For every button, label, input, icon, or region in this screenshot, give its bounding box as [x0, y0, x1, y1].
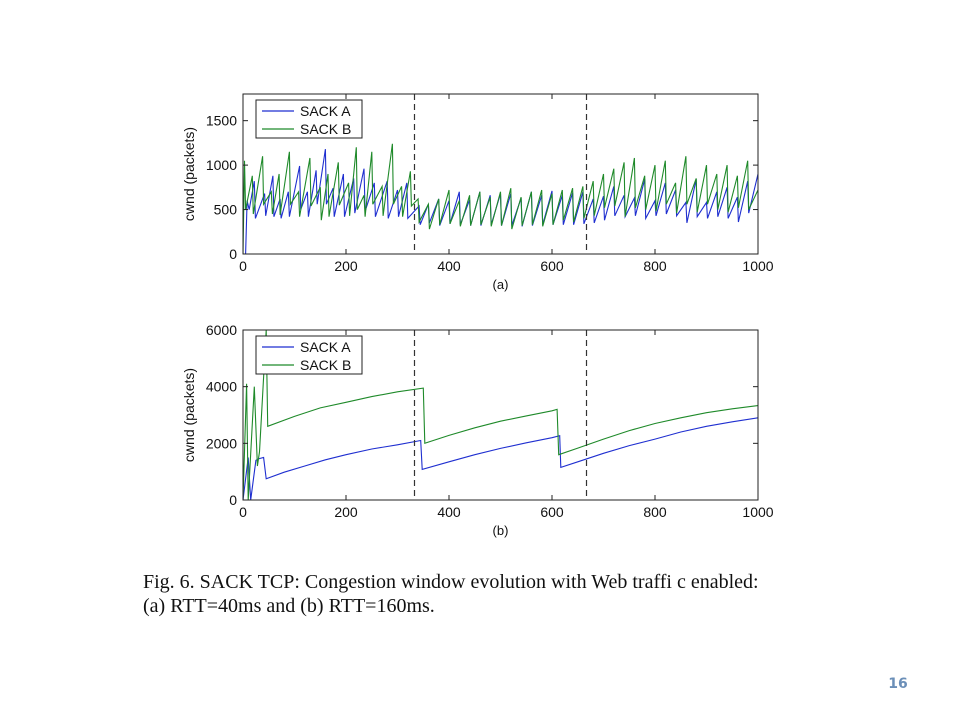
chart-b-series-sack-b — [243, 330, 758, 500]
chart-a-ytick-label-1500: 1500 — [206, 113, 237, 129]
chart-b-plot-frame — [242, 329, 759, 501]
chart-a-panel-label: (a) — [493, 277, 509, 292]
caption-line-2: (a) RTT=40ms and (b) RTT=160ms. — [143, 595, 435, 617]
chart-b-ytick-label-4000: 4000 — [206, 379, 237, 395]
chart-a-xtick-label-800: 800 — [643, 258, 667, 274]
chart-b-xtick-label-0: 0 — [239, 504, 247, 520]
figure-caption: Fig. 6. SACK TCP: Congestion window evol… — [143, 570, 863, 618]
page-number: 16 — [888, 676, 908, 692]
chart-a-series-sack-b — [243, 143, 758, 254]
chart-b: 0 200 400 600 800 1000 0 2000 4000 6000 cwnd (pack… — [181, 322, 774, 538]
chart-a-ytick-label-0: 0 — [229, 246, 237, 262]
chart-a-legend-label-0: SACK A — [300, 103, 351, 119]
chart-b-xtick-label-600: 600 — [540, 504, 564, 520]
chart-b-xtick-label-1000: 1000 — [742, 504, 773, 520]
chart-a-ytick-label-1000: 1000 — [206, 157, 237, 173]
chart-a-xtick-label-1000: 1000 — [742, 258, 773, 274]
chart-a-legend-label-1: SACK B — [300, 121, 351, 137]
caption-line-1: Fig. 6. SACK TCP: Congestion window evol… — [143, 571, 759, 593]
chart-b-xtick-label-400: 400 — [437, 504, 461, 520]
chart-a-ytick-label-500: 500 — [214, 202, 238, 218]
chart-b-ytick-label-6000: 6000 — [206, 322, 237, 338]
chart-b-ylabel: cwnd (packets) — [181, 368, 197, 462]
chart-a-ylabel: cwnd (packets) — [181, 127, 197, 221]
chart-a-xtick-label-200: 200 — [334, 258, 358, 274]
chart-a: 0 200 400 600 800 1000 0 500 1000 1500 cwnd (packe… — [181, 93, 774, 292]
chart-b-panel-label: (b) — [493, 523, 509, 538]
chart-b-legend-box — [255, 335, 363, 375]
chart-a-xtick-label-0: 0 — [239, 258, 247, 274]
chart-b-legend-label-0: SACK A — [300, 339, 351, 355]
chart-b-ytick-label-2000: 2000 — [206, 435, 237, 451]
chart-b-legend-label-1: SACK B — [300, 357, 351, 373]
chart-b-xtick-label-800: 800 — [643, 504, 667, 520]
chart-a-xtick-label-400: 400 — [437, 258, 461, 274]
chart-b-ytick-label-0: 0 — [229, 492, 237, 508]
chart-a-plot-frame — [242, 93, 759, 255]
chart-a-legend-box — [255, 99, 363, 139]
chart-a-xtick-label-600: 600 — [540, 258, 564, 274]
chart-b-series-sack-a — [243, 417, 758, 500]
chart-b-xtick-label-200: 200 — [334, 504, 358, 520]
